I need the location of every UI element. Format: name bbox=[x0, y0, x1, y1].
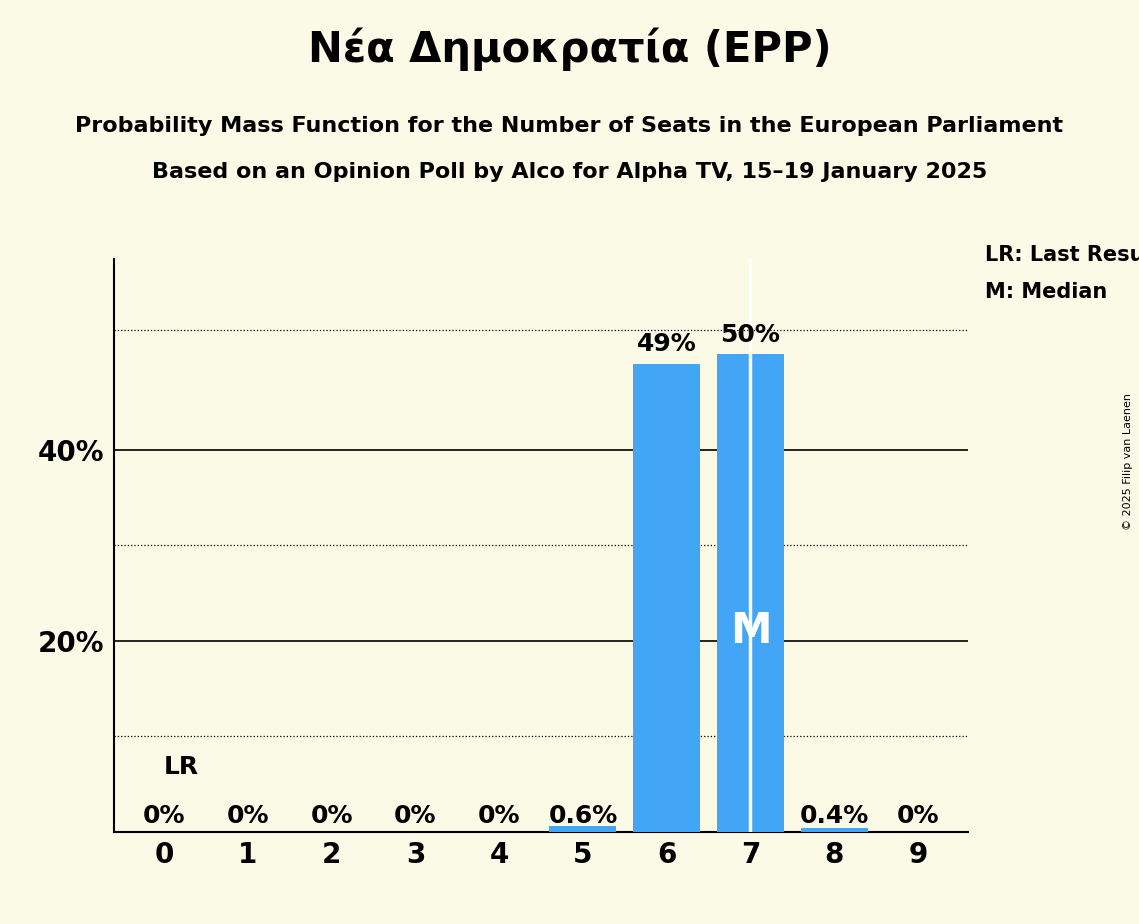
Text: 0%: 0% bbox=[394, 804, 436, 828]
Text: 50%: 50% bbox=[721, 322, 780, 346]
Text: 0%: 0% bbox=[311, 804, 353, 828]
Text: 0%: 0% bbox=[142, 804, 186, 828]
Text: 49%: 49% bbox=[637, 332, 697, 356]
Text: Probability Mass Function for the Number of Seats in the European Parliament: Probability Mass Function for the Number… bbox=[75, 116, 1064, 136]
Text: LR: Last Result: LR: Last Result bbox=[985, 245, 1139, 265]
Text: M: Median: M: Median bbox=[985, 282, 1107, 302]
Bar bbox=[716, 354, 784, 832]
Text: 0.4%: 0.4% bbox=[800, 804, 869, 828]
Bar bbox=[801, 828, 868, 832]
Text: M: M bbox=[730, 610, 771, 652]
Text: LR: LR bbox=[164, 755, 199, 779]
Text: Based on an Opinion Poll by Alco for Alpha TV, 15–19 January 2025: Based on an Opinion Poll by Alco for Alp… bbox=[151, 162, 988, 182]
Bar bbox=[549, 826, 616, 832]
Bar bbox=[633, 364, 700, 832]
Text: 0%: 0% bbox=[478, 804, 521, 828]
Text: Νέα Δημοκρατία (EPP): Νέα Δημοκρατία (EPP) bbox=[308, 28, 831, 71]
Text: 0%: 0% bbox=[227, 804, 269, 828]
Text: © 2025 Filip van Laenen: © 2025 Filip van Laenen bbox=[1123, 394, 1133, 530]
Text: 0.6%: 0.6% bbox=[548, 804, 617, 828]
Text: 0%: 0% bbox=[896, 804, 940, 828]
